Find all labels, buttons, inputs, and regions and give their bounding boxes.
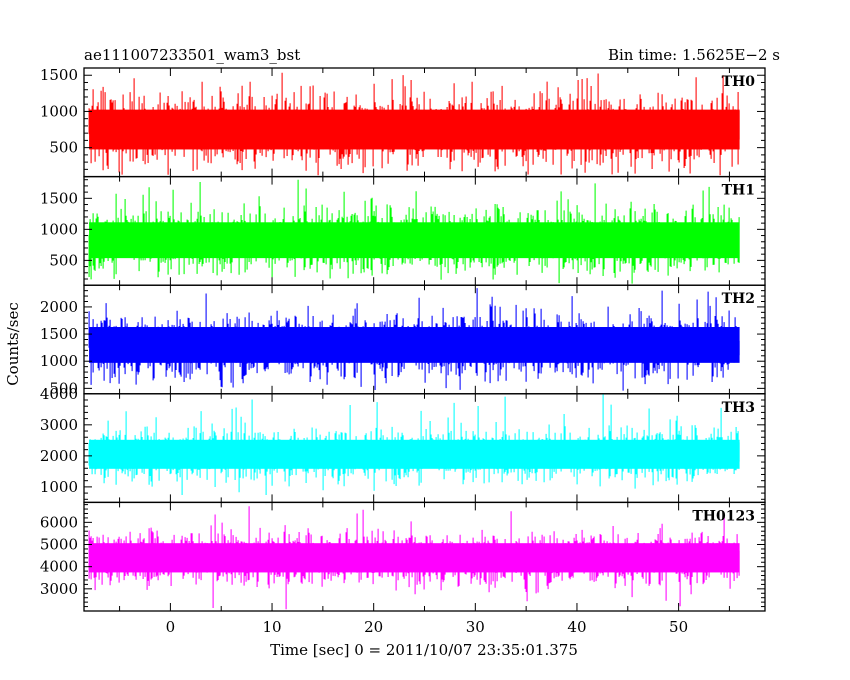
y-tick-label: 2000 [40, 298, 78, 316]
chart-title-right: Bin time: 1.5625E−2 s [608, 46, 780, 64]
y-tick-label: 1000 [40, 102, 78, 120]
x-tick-label: 40 [567, 618, 586, 636]
panel-label-th0123: TH0123 [692, 508, 755, 524]
panel-th0123: 3000 4000 5000 6000 TH0123 [40, 501, 766, 612]
x-tick-label: 30 [466, 618, 485, 636]
panel-label-th2: TH2 [722, 291, 755, 307]
y-tick-label: 4000 [40, 385, 78, 403]
series-th2-line [88, 288, 740, 391]
y-tick-label: 1000 [40, 478, 78, 496]
series-th0-data [88, 72, 740, 176]
series-th3-data [88, 393, 740, 495]
y-tick-label: 3000 [40, 580, 78, 598]
panel-label-th0: TH0 [722, 74, 756, 90]
y-tick-label: 1000 [40, 220, 78, 238]
panel-th3: 1000 2000 3000 4000 TH3 [40, 385, 766, 504]
y-tick-label: 5000 [40, 536, 78, 554]
series-th2-data [88, 288, 740, 391]
y-axis-label: Counts/sec [4, 302, 22, 386]
y-tick-label: 2000 [40, 447, 78, 465]
x-axis-label: Time [sec] 0 = 2011/10/07 23:35:01.375 [270, 641, 578, 659]
y-tick-label: 4000 [40, 558, 78, 576]
series-th0123-line [88, 506, 740, 610]
series-th1-data [88, 179, 740, 284]
series-th0-line [88, 72, 740, 176]
chart-title-left: ae111007233501_wam3_bst [84, 46, 300, 64]
panel-th1: 500 1000 1500 TH1 [40, 175, 766, 286]
y-tick-label: 500 [49, 379, 78, 397]
y-tick-label: 500 [49, 139, 78, 157]
y-tick-label: 500 [49, 251, 78, 269]
series-th0123-data [88, 506, 740, 610]
panel-th0: 500 1000 1500 TH0 [40, 66, 766, 178]
x-tick-label: 0 [166, 618, 176, 636]
y-tick-label: 1500 [40, 189, 78, 207]
y-tick-label: 6000 [40, 513, 78, 531]
y-tick-label: 1000 [40, 352, 78, 370]
y-tick-label: 1500 [40, 325, 78, 343]
panel-th2: 500 1000 1500 2000 TH2 [40, 284, 766, 397]
panel-label-th1: TH1 [722, 183, 755, 199]
x-tick-label: 10 [262, 618, 281, 636]
panel-label-th3: TH3 [722, 400, 755, 416]
series-th1-line [88, 179, 740, 284]
y-tick-label: 1500 [40, 66, 78, 84]
x-tick-label: 50 [669, 618, 688, 636]
y-tick-label: 3000 [40, 416, 78, 434]
series-th3-line [88, 393, 740, 495]
x-tick-label: 20 [364, 618, 383, 636]
